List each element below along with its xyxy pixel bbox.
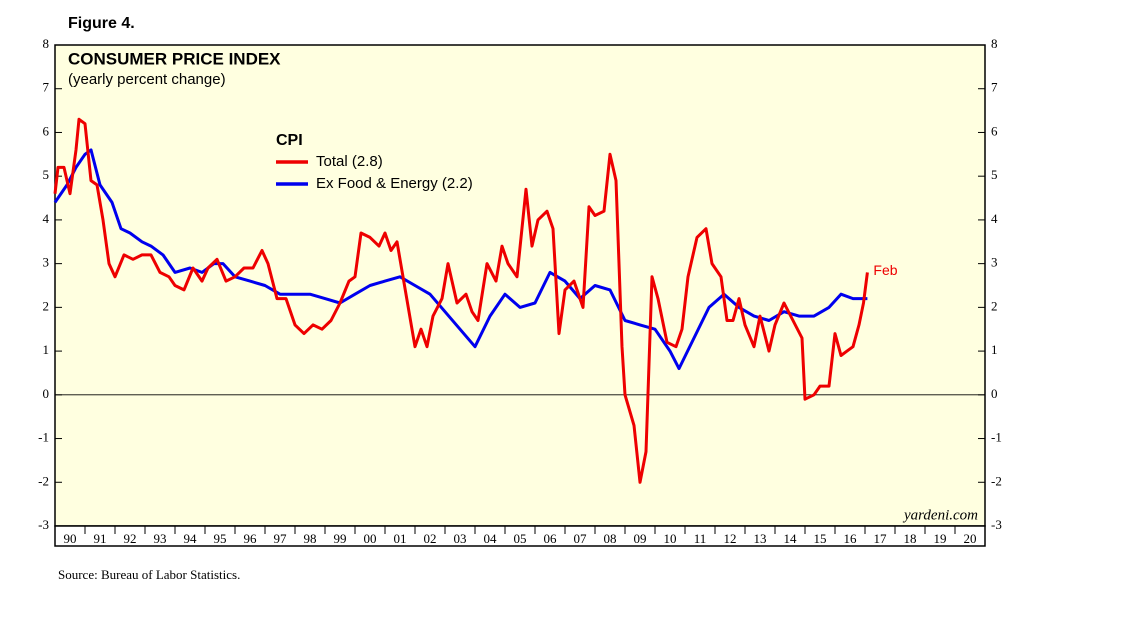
y2-tick-label: 4 — [991, 211, 998, 226]
x-tick-label: 15 — [814, 531, 827, 546]
y2-tick-label: -1 — [991, 430, 1002, 445]
y2-tick-label: 2 — [991, 298, 998, 313]
x-tick-label: 02 — [424, 531, 437, 546]
x-tick-label: 96 — [244, 531, 258, 546]
y2-tick-label: 7 — [991, 80, 998, 95]
y2-tick-label: -2 — [991, 473, 1002, 488]
x-tick-label: 94 — [184, 531, 198, 546]
x-tick-label: 08 — [604, 531, 617, 546]
x-tick-label: 01 — [394, 531, 407, 546]
x-tick-label: 03 — [454, 531, 467, 546]
x-tick-label: 97 — [274, 531, 288, 546]
y2-tick-label: 8 — [991, 36, 998, 51]
y-tick-label: -1 — [38, 430, 49, 445]
y-tick-label: 6 — [43, 123, 50, 138]
y2-tick-label: 5 — [991, 167, 998, 182]
legend-label: Ex Food & Energy (2.2) — [316, 175, 473, 192]
x-tick-label: 06 — [544, 531, 558, 546]
y-tick-label: 4 — [43, 211, 50, 226]
legend-label: Total (2.8) — [316, 153, 383, 170]
x-tick-label: 16 — [844, 531, 858, 546]
x-tick-label: 13 — [754, 531, 767, 546]
annotation: Feb — [873, 262, 897, 278]
y-tick-label: 8 — [43, 36, 50, 51]
y-tick-label: 2 — [43, 298, 50, 313]
y2-tick-label: 0 — [991, 386, 998, 401]
y-tick-label: -2 — [38, 473, 49, 488]
y2-tick-label: 6 — [991, 123, 998, 138]
x-tick-label: 90 — [64, 531, 77, 546]
x-tick-label: 09 — [634, 531, 647, 546]
chart-title: CONSUMER PRICE INDEX — [68, 49, 281, 68]
x-tick-label: 19 — [934, 531, 947, 546]
x-axis-band — [54, 525, 986, 547]
plot-area — [54, 44, 986, 527]
y2-tick-label: -3 — [991, 517, 1002, 532]
source: Source: Bureau of Labor Statistics. — [58, 567, 240, 582]
figure-label: Figure 4. — [68, 15, 135, 32]
y2-tick-label: 3 — [991, 255, 998, 270]
y-tick-label: 7 — [43, 80, 50, 95]
x-tick-label: 05 — [514, 531, 527, 546]
y-tick-label: -3 — [38, 517, 49, 532]
y-tick-label: 3 — [43, 255, 50, 270]
x-tick-label: 98 — [304, 531, 317, 546]
x-tick-label: 91 — [94, 531, 107, 546]
x-tick-label: 18 — [904, 531, 917, 546]
x-tick-label: 93 — [154, 531, 167, 546]
y2-tick-label: 1 — [991, 342, 998, 357]
line-series — [53, 117, 869, 484]
x-tick-label: 04 — [484, 531, 498, 546]
x-tick-label: 99 — [334, 531, 347, 546]
y-tick-label: 0 — [43, 386, 50, 401]
x-tick-label: 07 — [574, 531, 588, 546]
x-tick-label: 00 — [364, 531, 377, 546]
chart-subtitle: (yearly percent change) — [68, 71, 226, 88]
x-tick-label: 17 — [874, 531, 888, 546]
x-tick-label: 10 — [664, 531, 677, 546]
x-tick-label: 14 — [784, 531, 798, 546]
y-tick-label: 1 — [43, 342, 50, 357]
x-tick-label: 11 — [694, 531, 707, 546]
x-tick-label: 12 — [724, 531, 737, 546]
x-tick-label: 95 — [214, 531, 227, 546]
x-tick-label: 20 — [964, 531, 977, 546]
y-tick-label: 5 — [43, 167, 50, 182]
watermark: yardeni.com — [902, 507, 978, 523]
x-tick-label: 92 — [124, 531, 137, 546]
legend-title: CPI — [276, 132, 303, 149]
